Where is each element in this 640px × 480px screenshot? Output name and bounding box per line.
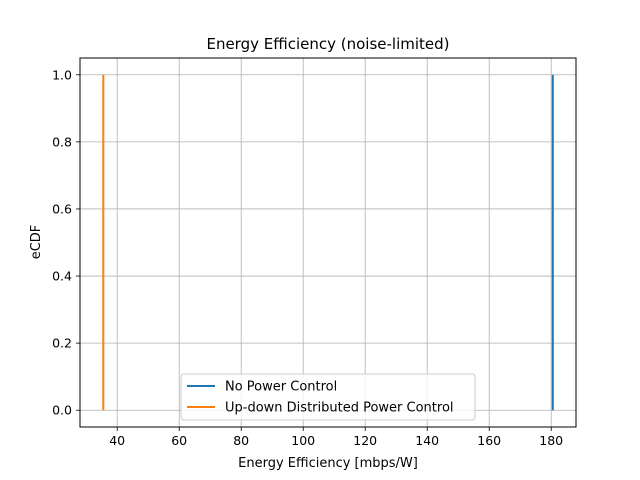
y-tick-label: 1.0 xyxy=(52,67,72,82)
x-tick-label: 100 xyxy=(291,433,315,448)
x-tick-label: 60 xyxy=(171,433,187,448)
y-tick-label: 0.6 xyxy=(52,201,72,216)
x-axis-ticks: 40 60 80 100 120 140 160 180 xyxy=(109,427,563,448)
legend-label-1: No Power Control xyxy=(225,380,337,395)
legend-box xyxy=(180,373,476,421)
x-tick-label: 160 xyxy=(477,433,501,448)
legend-label-2: Up-down Distributed Power Control xyxy=(225,401,454,416)
y-tick-label: 0.8 xyxy=(52,134,72,149)
plot-frame xyxy=(79,57,577,428)
series-group xyxy=(102,74,554,411)
legend: No Power Control Up-down Distributed Powe… xyxy=(180,373,476,421)
y-tick-label: 0.0 xyxy=(52,403,72,418)
x-tick-label: 80 xyxy=(233,433,249,448)
y-tick-label: 0.4 xyxy=(52,269,72,284)
y-axis-ticks: 0.0 0.2 0.4 0.6 0.8 1.0 xyxy=(52,67,80,418)
x-tick-label: 140 xyxy=(415,433,439,448)
y-tick-label: 0.2 xyxy=(52,336,72,351)
y-axis-label: eCDF xyxy=(29,225,44,260)
x-tick-label: 40 xyxy=(109,433,125,448)
x-tick-label: 120 xyxy=(353,433,377,448)
x-axis-label: Energy Efficiency [mbps/W] xyxy=(238,456,418,471)
chart-title: Energy Efficiency (noise-limited) xyxy=(206,35,449,53)
grid xyxy=(80,58,576,427)
x-tick-label: 180 xyxy=(539,433,563,448)
